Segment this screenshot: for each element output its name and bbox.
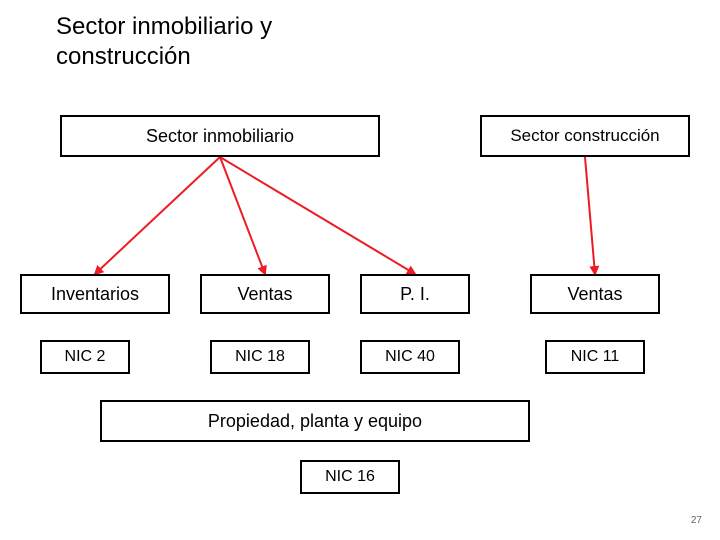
box-sector-inmobiliario: Sector inmobiliario — [60, 115, 380, 157]
box-nic2: NIC 2 — [40, 340, 130, 374]
box-nic18: NIC 18 — [210, 340, 310, 374]
label-nic18: NIC 18 — [235, 348, 285, 366]
label-sector-inmobiliario: Sector inmobiliario — [146, 126, 294, 147]
label-nic11: NIC 11 — [571, 348, 620, 366]
box-nic16: NIC 16 — [300, 460, 400, 494]
label-ppe: Propiedad, planta y equipo — [208, 411, 422, 432]
title-line1: Sector inmobiliario y — [56, 13, 272, 40]
box-nic40: NIC 40 — [360, 340, 460, 374]
label-inventarios: Inventarios — [51, 284, 139, 305]
slide-title: Sector inmobiliario y construcción — [56, 12, 272, 72]
page-number: 27 — [691, 515, 702, 526]
label-ventas1: Ventas — [237, 284, 292, 305]
box-ventas2: Ventas — [530, 274, 660, 314]
label-pi: P. I. — [400, 284, 430, 305]
diagram-canvas: Sector inmobiliario y construcción Secto… — [0, 0, 720, 540]
label-nic40: NIC 40 — [385, 348, 435, 366]
label-nic2: NIC 2 — [65, 348, 106, 366]
box-ppe: Propiedad, planta y equipo — [100, 400, 530, 442]
label-sector-construccion: Sector construcción — [510, 126, 659, 146]
box-nic11: NIC 11 — [545, 340, 645, 374]
title-line2: construcción — [56, 43, 191, 70]
box-sector-construccion: Sector construcción — [480, 115, 690, 157]
box-ventas1: Ventas — [200, 274, 330, 314]
label-nic16: NIC 16 — [325, 468, 375, 486]
label-ventas2: Ventas — [567, 284, 622, 305]
box-pi: P. I. — [360, 274, 470, 314]
arrows-layer — [0, 0, 720, 540]
box-inventarios: Inventarios — [20, 274, 170, 314]
